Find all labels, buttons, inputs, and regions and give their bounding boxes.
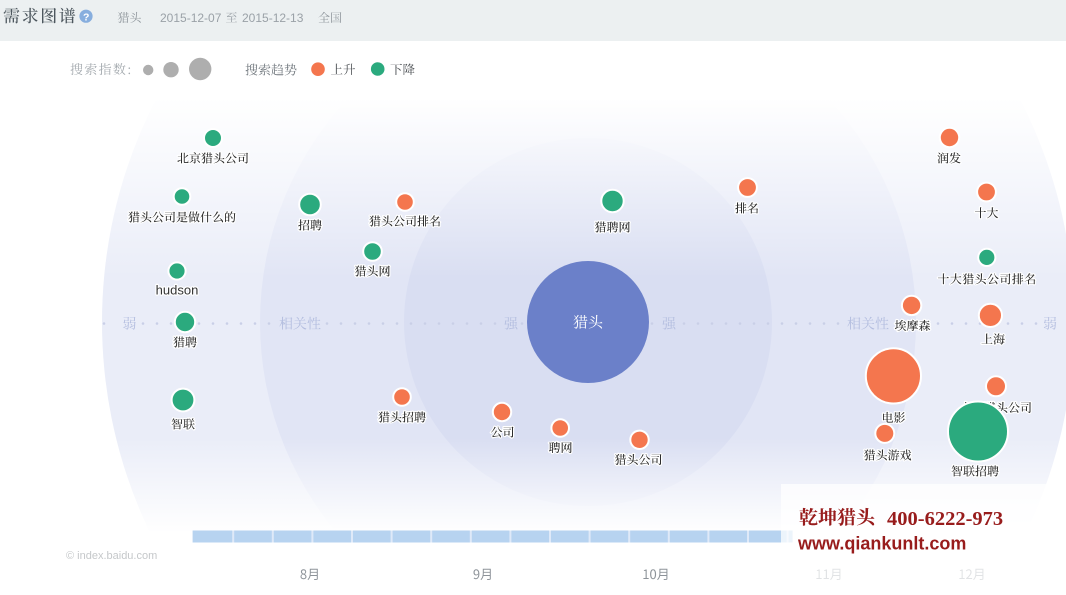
svg-text:?: ? (83, 11, 89, 23)
svg-text:www.qiankunlt.com: www.qiankunlt.com (797, 534, 966, 554)
svg-text:2015-12-07: 2015-12-07 (160, 11, 222, 25)
svg-text:2015-12-13: 2015-12-13 (242, 11, 304, 25)
svg-text:hudson: hudson (156, 283, 199, 298)
svg-text:400-6222-973: 400-6222-973 (887, 508, 1003, 530)
svg-text:© index.baidu.com: © index.baidu.com (66, 550, 157, 562)
